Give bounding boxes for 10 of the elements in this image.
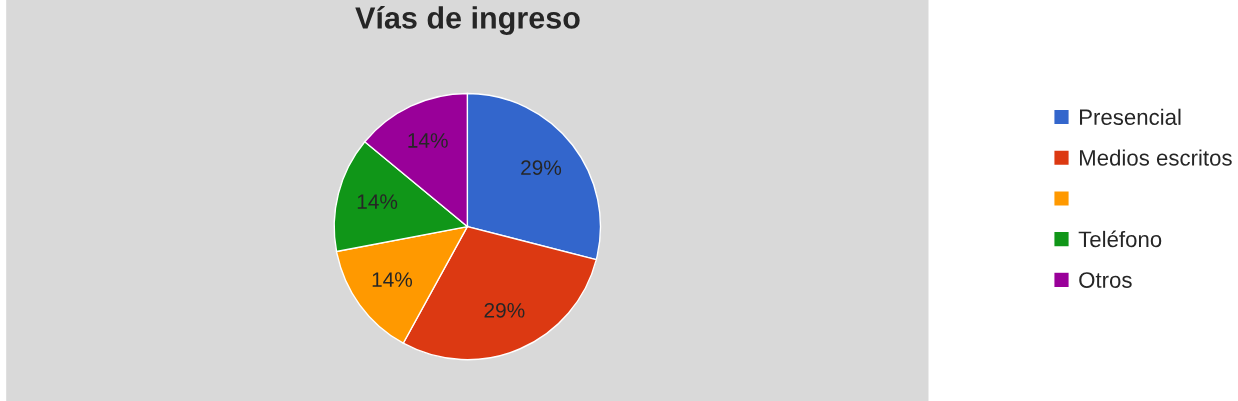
- data-label: 29%: [521, 160, 562, 176]
- legend-label: Medios escritos: [1080, 149, 1232, 166]
- data-label: 29%: [484, 302, 525, 318]
- data-label: 14%: [372, 272, 413, 287]
- data-label: 14%: [408, 133, 448, 148]
- legend-label: Presencial: [1080, 108, 1181, 126]
- chart-title: Vías de ingreso: [355, 6, 580, 35]
- legend-label: Otros: [1079, 272, 1132, 288]
- legend-label: Teléfono: [1078, 230, 1162, 248]
- data-label: 14%: [357, 194, 398, 209]
